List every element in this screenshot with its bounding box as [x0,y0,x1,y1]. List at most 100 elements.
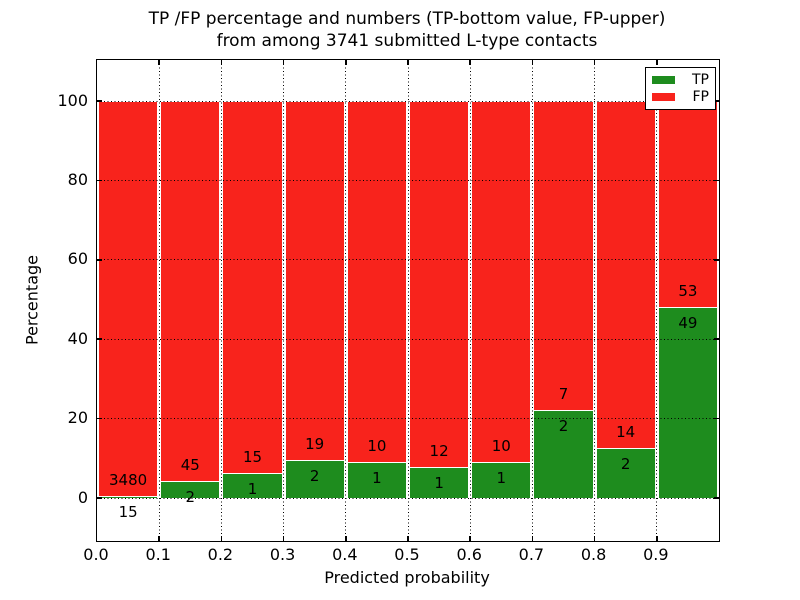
bar-fp-segment [347,101,406,462]
fp-count-label: 53 [678,282,698,301]
x-tick-label: 0.3 [269,545,296,564]
fp-count-label: 7 [558,384,569,403]
bar-tp-segment [347,461,406,498]
x-tick-label: 0.5 [394,545,420,564]
x-tick-mark [345,536,347,541]
x-tick-label: 0.9 [643,545,669,564]
y-tick-label: 0 [77,487,88,507]
tp-count-label: 49 [678,314,698,333]
fp-count-label: 12 [429,442,449,461]
y-tick-mark [97,100,102,102]
x-tick-mark [469,536,471,541]
y-tick-mark [714,259,719,261]
tp-count-label: 1 [496,468,507,487]
fp-count-label: 10 [367,436,387,455]
gridline-vertical [158,60,160,541]
gridline-vertical [407,60,409,541]
x-tick-mark [593,536,596,541]
x-tick-mark [220,536,223,541]
x-tick-label: 0.4 [332,545,358,564]
bar-tp-segment [161,481,220,498]
gridline-vertical [283,60,285,541]
chart-title-line2: from among 3741 submitted L-type contact… [216,31,598,51]
bar-fp-segment [223,101,282,474]
legend-label-fp: FP [692,89,710,106]
tp-count-label: 2 [309,467,320,486]
x-tick-label: 0.7 [518,545,545,564]
gridline-vertical [220,60,222,541]
bar-fp-segment [534,101,593,410]
y-tick-mark [97,338,102,340]
chart-title-line1: TP /FP percentage and numbers (TP-bottom… [148,9,666,29]
bar-tp-segment [472,461,531,498]
x-tick-mark [469,60,471,65]
tp-count-label: 1 [372,468,382,487]
y-tick-label: 40 [67,328,88,348]
fp-count-label: 10 [491,436,511,455]
bar-tp-segment [223,473,282,498]
x-tick-mark [220,60,223,65]
legend: TP FP [645,67,716,110]
bar-fp-segment [658,101,717,308]
bar-tp-segment [534,409,593,498]
x-axis-title: Predicted probability [324,568,490,587]
y-tick-mark [97,259,102,261]
gridline-vertical [531,60,533,541]
y-axis-title: Percentage [22,254,42,346]
y-tick-mark [714,100,719,102]
gridline-vertical [469,60,471,541]
bar-tp-segment [658,307,717,498]
gridline-vertical [656,60,658,541]
x-tick-label: 0.1 [145,545,171,564]
bar-tp-segment [285,460,344,498]
bar-fp-segment [285,101,344,461]
x-tick-label: 0.8 [580,545,607,564]
x-tick-mark [158,60,160,65]
x-tick-mark [407,60,409,65]
x-tick-mark [531,60,534,65]
y-tick-mark [714,497,719,499]
bar-tp-segment [99,496,158,498]
bar-fp-segment [410,101,469,468]
tp-count-label: 1 [247,480,258,499]
tp-color-swatch-icon [652,75,675,84]
fp-count-label: 14 [616,423,636,442]
plot-area: 3480 15 45 2 15 1 19 2 10 1 12 1 10 1 7 2 14 2 53 49 [96,59,720,542]
tp-count-label: 2 [558,416,569,435]
x-tick-mark [158,536,160,541]
fp-color-swatch-icon [652,93,675,102]
fp-count-label: 19 [305,435,325,454]
y-tick-mark [714,338,719,340]
legend-label-tp: TP [692,71,709,88]
legend-item-fp: FP [652,89,709,105]
y-tick-label: 20 [67,408,88,428]
x-tick-label: 0.2 [207,545,234,564]
y-tick-mark [714,179,719,182]
x-tick-label: 0.6 [456,545,482,564]
bar-fp-segment [99,101,158,497]
bar-fp-segment [161,101,220,482]
x-tick-label: 0.0 [83,545,109,564]
bar-fp-segment [472,101,531,462]
fp-count-label: 45 [180,456,200,475]
y-tick-mark [97,497,102,499]
x-tick-mark [345,60,347,65]
fp-count-label: 15 [242,448,263,467]
bar-fp-segment [596,101,655,449]
x-tick-mark [282,536,285,541]
x-tick-mark [407,536,409,541]
gridline-vertical [594,60,596,541]
x-tick-mark [593,60,596,65]
x-tick-mark [531,536,534,541]
x-tick-mark [656,536,658,541]
tp-count-label: 2 [620,455,631,474]
bar-tp-segment [410,467,469,498]
tp-count-label: 1 [434,474,444,493]
y-tick-label: 100 [57,90,88,110]
tp-count-label: 15 [118,503,138,522]
y-tick-mark [714,417,719,420]
y-tick-mark [97,179,102,182]
bar-tp-segment [596,448,655,498]
y-tick-label: 60 [67,249,88,269]
